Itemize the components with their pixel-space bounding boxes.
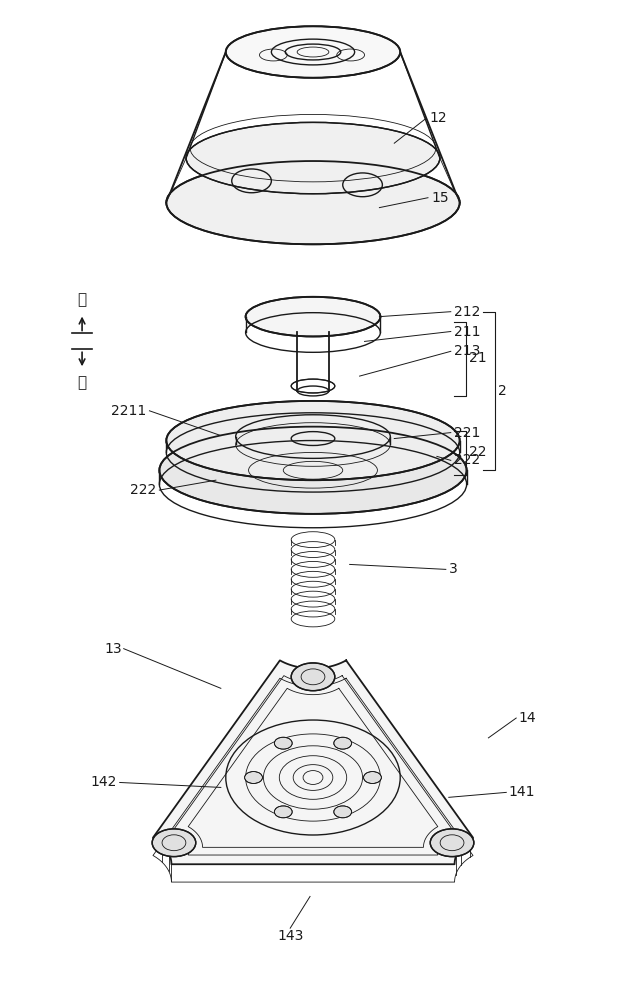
- Text: 3: 3: [449, 562, 458, 576]
- Text: 下: 下: [78, 376, 86, 391]
- Ellipse shape: [334, 737, 352, 749]
- Text: 2: 2: [498, 384, 507, 398]
- Ellipse shape: [167, 161, 459, 244]
- Text: 142: 142: [90, 775, 117, 789]
- Ellipse shape: [364, 772, 381, 783]
- Ellipse shape: [160, 427, 466, 514]
- Polygon shape: [153, 660, 473, 864]
- Text: 221: 221: [454, 426, 480, 440]
- Text: 213: 213: [454, 344, 480, 358]
- Text: 14: 14: [518, 711, 536, 725]
- Text: 13: 13: [104, 642, 121, 656]
- Text: 15: 15: [431, 191, 449, 205]
- Text: 143: 143: [277, 929, 304, 943]
- Ellipse shape: [152, 829, 196, 857]
- Text: 21: 21: [469, 351, 486, 365]
- Text: 141: 141: [508, 785, 535, 799]
- Ellipse shape: [245, 297, 381, 336]
- Text: 上: 上: [78, 292, 86, 307]
- Ellipse shape: [226, 26, 400, 78]
- Ellipse shape: [430, 829, 474, 857]
- Ellipse shape: [274, 806, 292, 818]
- Ellipse shape: [291, 663, 335, 691]
- Text: 12: 12: [429, 111, 446, 125]
- Text: 222: 222: [130, 483, 156, 497]
- Text: 212: 212: [454, 305, 480, 319]
- Text: 211: 211: [454, 325, 480, 339]
- Text: 2211: 2211: [111, 404, 146, 418]
- Ellipse shape: [186, 122, 440, 194]
- Ellipse shape: [167, 401, 459, 480]
- Ellipse shape: [245, 772, 262, 783]
- Ellipse shape: [334, 806, 352, 818]
- Text: 222: 222: [454, 453, 480, 467]
- Ellipse shape: [274, 737, 292, 749]
- Text: 22: 22: [469, 445, 486, 459]
